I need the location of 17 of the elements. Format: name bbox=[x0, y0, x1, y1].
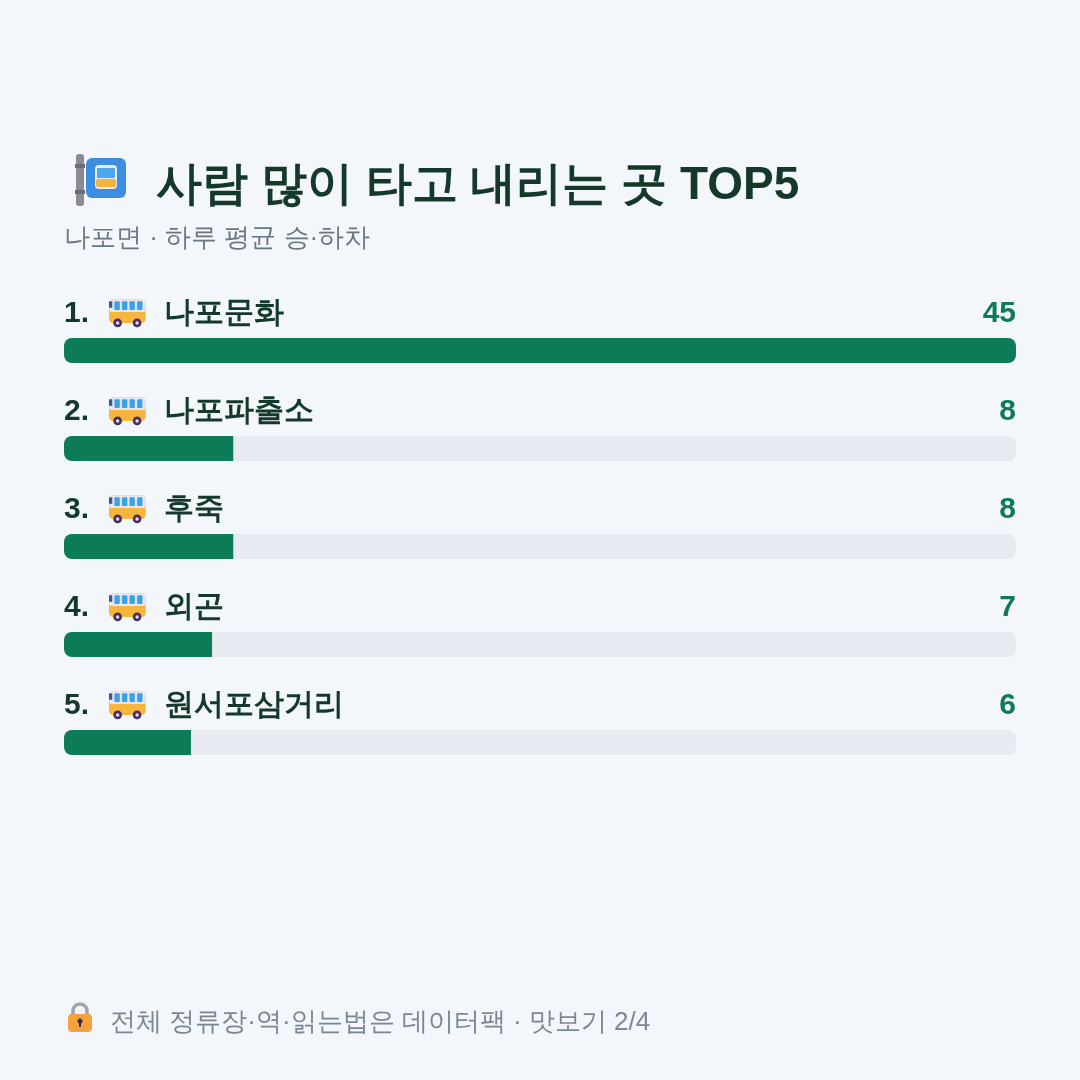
category-label: 2. 나포파출소 bbox=[64, 393, 314, 426]
category-label: 5. 원서포삼거리 bbox=[64, 687, 344, 720]
data-label: 7 bbox=[999, 589, 1016, 622]
text: 전체 정류장·역·읽는법은 데이터팩 · 맛보기 2/4 bbox=[110, 1006, 651, 1036]
bar bbox=[64, 534, 234, 559]
bar bbox=[64, 730, 191, 755]
bar bbox=[64, 632, 213, 657]
bar bbox=[64, 436, 234, 461]
data-label: 6 bbox=[999, 687, 1016, 720]
category-label: 4. 외곤 bbox=[64, 589, 224, 622]
category-label: 1. 나포문화 bbox=[64, 295, 284, 328]
data-label: 45 bbox=[982, 295, 1016, 328]
data-label: 8 bbox=[999, 491, 1016, 524]
category-label: 3. 후죽 bbox=[64, 491, 224, 524]
chart-title: 사람 많이 타고 내리는 곳 TOP5 bbox=[156, 157, 800, 209]
data-label: 8 bbox=[999, 393, 1016, 426]
chart-subtitle: 나포면 · 하루 평균 승·하차 bbox=[64, 222, 371, 252]
